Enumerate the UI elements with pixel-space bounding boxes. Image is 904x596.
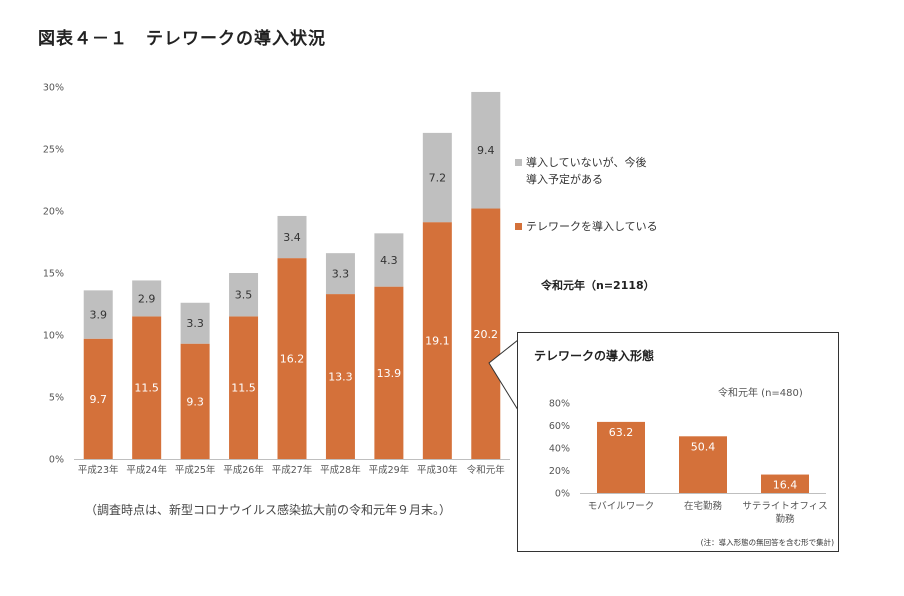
bar-planned bbox=[83, 290, 113, 339]
y-tick-label: 25% bbox=[43, 145, 64, 156]
bar-introduced bbox=[422, 222, 452, 459]
bar-introduced bbox=[180, 343, 210, 459]
bar-planned bbox=[374, 233, 404, 287]
inset-footnote: (注：導入形態の無回答を含む形で集計) bbox=[700, 538, 834, 547]
legend-swatch-introduced bbox=[515, 223, 522, 230]
bar-introduced bbox=[471, 208, 501, 459]
x-tick-label: 平成26年 bbox=[223, 464, 264, 476]
data-label-introduced: 20.2 bbox=[474, 328, 499, 341]
bar-planned bbox=[277, 215, 307, 259]
data-label-planned: 3.3 bbox=[332, 268, 350, 281]
inset-y-tick-label: 0% bbox=[555, 489, 570, 500]
x-tick-label: 平成28年 bbox=[320, 464, 361, 476]
data-label-planned: 3.5 bbox=[235, 289, 253, 302]
bar-introduced bbox=[374, 286, 404, 459]
bar-introduced bbox=[229, 316, 259, 459]
bar-introduced bbox=[132, 316, 162, 459]
x-tick-label: 平成30年 bbox=[417, 464, 458, 476]
data-label-planned: 7.2 bbox=[429, 172, 447, 185]
inset-y-tick-label: 60% bbox=[549, 421, 570, 432]
inset-x-tick-label: モバイルワーク bbox=[588, 501, 655, 512]
data-label-planned: 2.9 bbox=[138, 292, 156, 305]
survey-note: （調査時点は、新型コロナウイルス感染拡大前の令和元年９月末。） bbox=[85, 503, 452, 517]
y-tick-label: 0% bbox=[49, 455, 64, 466]
inset-data-label: 16.4 bbox=[773, 479, 798, 492]
data-label-introduced: 19.1 bbox=[425, 335, 450, 348]
data-label-introduced: 9.3 bbox=[186, 395, 204, 408]
data-label-planned: 3.4 bbox=[283, 231, 301, 244]
y-tick-label: 30% bbox=[43, 83, 64, 94]
y-tick-label: 5% bbox=[49, 393, 64, 404]
x-tick-label: 令和元年 bbox=[467, 464, 506, 476]
inset-bar bbox=[761, 474, 809, 493]
data-label-planned: 3.9 bbox=[89, 309, 107, 322]
legend-item-planned: 導入していないが、今後 導入予定がある bbox=[515, 154, 646, 188]
inset-bar-chart: 0% 20% 40% 60% 80% 63.2 モバイルワーク 50.4 在宅勤務 16.4 サテラ… bbox=[549, 399, 828, 526]
data-label-introduced: 11.5 bbox=[231, 382, 256, 395]
x-tick-label: 平成25年 bbox=[175, 464, 216, 476]
bar-introduced bbox=[325, 294, 355, 459]
page-title: 図表４－１ テレワークの導入状況 bbox=[38, 29, 326, 49]
inset-data-label: 63.2 bbox=[609, 426, 634, 439]
inset-x-tick-label: サテライトオフィス bbox=[742, 501, 827, 512]
y-tick-label: 10% bbox=[43, 331, 64, 342]
legend-label-planned-line1: 導入していないが、今後 bbox=[526, 156, 647, 169]
inset-title: テレワークの導入形態 bbox=[534, 349, 655, 363]
inset-bar bbox=[679, 436, 727, 493]
inset-sample-label: 令和元年 (n=480) bbox=[718, 388, 803, 399]
legend-item-introduced: テレワークを導入している bbox=[515, 218, 658, 235]
sample-size-label: 令和元年（n=2118） bbox=[541, 279, 655, 292]
inset-panel: 0% 20% 40% 60% 80% 63.2 モバイルワーク 50.4 在宅勤務 16.4 サテラ… bbox=[517, 332, 839, 552]
inset-x-tick-label: 在宅勤務 bbox=[684, 500, 723, 512]
data-label-planned: 4.3 bbox=[380, 254, 398, 267]
data-label-introduced: 13.3 bbox=[328, 371, 353, 384]
bar-planned bbox=[325, 253, 355, 295]
x-tick-label: 平成23年 bbox=[78, 464, 119, 476]
bar-planned bbox=[229, 273, 259, 317]
data-label-introduced: 16.2 bbox=[280, 353, 305, 366]
bar-planned bbox=[180, 302, 210, 344]
bar-planned bbox=[422, 132, 452, 223]
legend-swatch-planned bbox=[515, 159, 522, 166]
y-tick-label: 15% bbox=[43, 269, 64, 280]
data-label-introduced: 9.7 bbox=[89, 393, 107, 406]
inset-x-tick-label: 勤務 bbox=[775, 513, 795, 525]
data-label-introduced: 13.9 bbox=[377, 367, 402, 380]
inset-data-label: 50.4 bbox=[691, 440, 716, 453]
legend-label-planned-line2: 導入予定がある bbox=[526, 173, 603, 186]
inset-y-tick-label: 80% bbox=[549, 399, 570, 410]
bar-planned bbox=[471, 91, 501, 209]
x-tick-label: 平成29年 bbox=[369, 464, 410, 476]
bar-introduced bbox=[83, 338, 113, 459]
x-tick-label: 平成24年 bbox=[126, 464, 167, 476]
legend-label-introduced: テレワークを導入している bbox=[526, 220, 658, 233]
inset-bar bbox=[597, 421, 645, 493]
bar-planned bbox=[132, 280, 162, 317]
data-label-planned: 3.3 bbox=[186, 317, 204, 330]
inset-y-tick-label: 40% bbox=[549, 444, 570, 455]
inset-y-tick-label: 20% bbox=[549, 466, 570, 477]
data-label-planned: 9.4 bbox=[477, 144, 495, 157]
x-tick-label: 平成27年 bbox=[272, 464, 313, 476]
data-label-introduced: 11.5 bbox=[134, 382, 159, 395]
y-tick-label: 20% bbox=[43, 207, 64, 218]
bar-introduced bbox=[277, 258, 307, 459]
